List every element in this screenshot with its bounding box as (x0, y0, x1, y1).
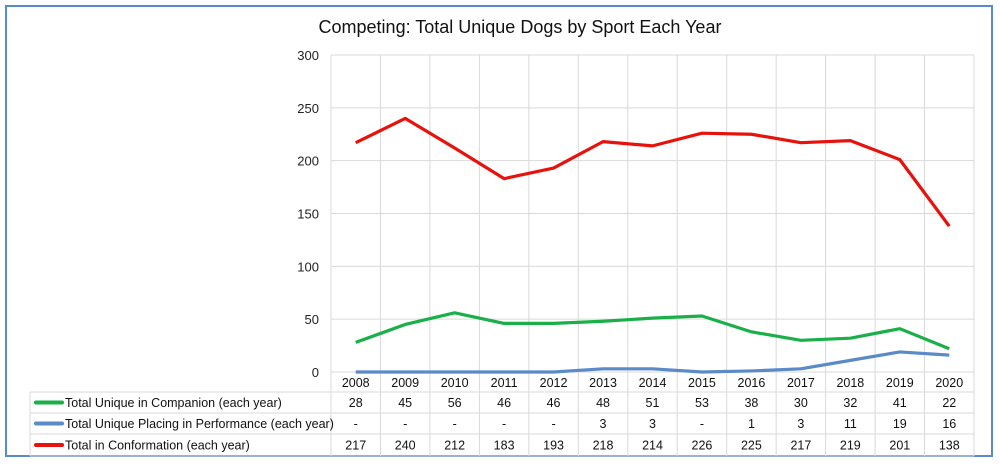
data-label: 51 (646, 396, 660, 410)
data-label: 3 (600, 417, 607, 431)
data-label: 217 (790, 439, 811, 453)
data-label: 3 (649, 417, 656, 431)
x-tick-label: 2010 (441, 376, 469, 390)
legend-label: Total Unique Placing in Performance (eac… (65, 417, 334, 431)
x-tick-label: 2019 (886, 376, 914, 390)
x-tick-label: 2020 (935, 376, 963, 390)
data-label: 30 (794, 396, 808, 410)
legend-label: Total in Conformation (each year) (65, 439, 250, 453)
y-tick-label: 100 (297, 259, 319, 274)
data-label: - (403, 417, 407, 431)
data-label: 56 (448, 396, 462, 410)
data-label: 53 (695, 396, 709, 410)
data-label: 19 (893, 417, 907, 431)
y-tick-label: 200 (297, 154, 319, 169)
data-label: 138 (939, 439, 960, 453)
data-label: 46 (497, 396, 511, 410)
data-label: - (551, 417, 555, 431)
x-tick-label: 2008 (342, 376, 370, 390)
data-label: 3 (797, 417, 804, 431)
data-label: - (453, 417, 457, 431)
data-label: 28 (349, 396, 363, 410)
chart-title: Competing: Total Unique Dogs by Sport Ea… (319, 17, 722, 37)
y-tick-label: 50 (305, 312, 319, 327)
data-label: 219 (840, 439, 861, 453)
x-tick-label: 2015 (688, 376, 716, 390)
data-label: 1 (748, 417, 755, 431)
data-label: 225 (741, 439, 762, 453)
data-label: 217 (345, 439, 366, 453)
x-tick-label: 2017 (787, 376, 815, 390)
x-tick-label: 2013 (589, 376, 617, 390)
data-label: 16 (942, 417, 956, 431)
x-tick-label: 2016 (738, 376, 766, 390)
x-tick-label: 2009 (391, 376, 419, 390)
data-label: 214 (642, 439, 663, 453)
x-tick-label: 2011 (491, 376, 518, 390)
y-tick-label: 0 (312, 365, 319, 380)
x-tick-label: 2012 (540, 376, 568, 390)
data-label: 46 (547, 396, 561, 410)
data-label: - (354, 417, 358, 431)
data-label: 41 (893, 396, 907, 410)
y-tick-label: 300 (297, 48, 319, 63)
x-tick-label: 2018 (836, 376, 864, 390)
y-tick-label: 250 (297, 101, 319, 116)
legend-label: Total Unique in Companion (each year) (65, 396, 282, 410)
data-label: 48 (596, 396, 610, 410)
data-label: 32 (843, 396, 857, 410)
data-label: 22 (942, 396, 956, 410)
chart-frame (5, 5, 993, 457)
data-label: 226 (692, 439, 713, 453)
data-label: 193 (543, 439, 564, 453)
data-label: - (502, 417, 506, 431)
data-label: 11 (844, 417, 857, 431)
x-tick-label: 2014 (639, 376, 667, 390)
data-label: 240 (395, 439, 416, 453)
y-tick-label: 150 (297, 207, 319, 222)
data-label: 45 (398, 396, 412, 410)
data-label: 212 (444, 439, 465, 453)
data-label: 183 (494, 439, 515, 453)
data-label: - (700, 417, 704, 431)
data-label: 38 (744, 396, 758, 410)
data-label: 201 (889, 439, 910, 453)
data-label: 218 (593, 439, 614, 453)
